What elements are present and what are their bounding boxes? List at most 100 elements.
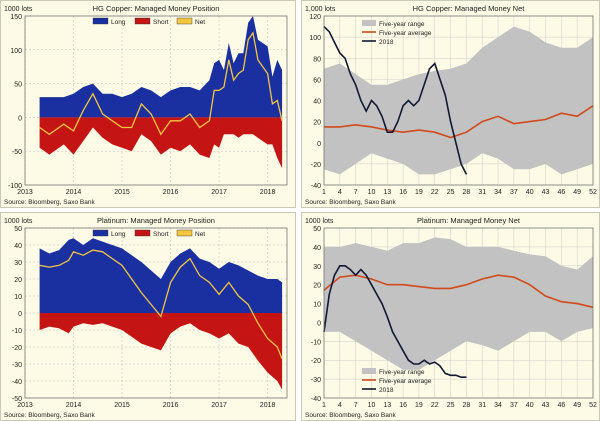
five-year-average-line [324, 105, 594, 139]
x-tick-label: 34 [494, 402, 502, 409]
y-tick-label: -30 [311, 377, 321, 384]
x-tick-label: 13 [383, 402, 391, 409]
legend-label: Long [111, 19, 126, 26]
net-line [39, 249, 283, 360]
y-tick-label: 10 [14, 294, 22, 301]
x-tick-label: 2017 [211, 189, 227, 196]
x-tick-label: 52 [589, 402, 597, 409]
legend-label: Five-year average [379, 30, 432, 37]
legend-label: Long [111, 231, 126, 238]
net-line [39, 31, 283, 136]
x-tick-label: 2013 [17, 402, 33, 409]
y-tick-label: -20 [12, 345, 22, 352]
y-tick-label: 40 [313, 245, 321, 252]
x-tick-label: 40 [526, 189, 534, 196]
legend-label: Five-year average [379, 378, 432, 385]
chart-title: Platinum: Managed Money Position [97, 216, 215, 225]
x-tick-label: 25 [447, 189, 455, 196]
y-tick-label: 100 [10, 48, 22, 55]
plot-frame [24, 15, 288, 186]
y-tick-label: 20 [313, 283, 321, 290]
x-tick-label: 4 [338, 189, 342, 196]
x-tick-label: 43 [542, 189, 550, 196]
y-tick-label: 150 [10, 14, 22, 21]
y-tick-label: 20 [14, 277, 22, 284]
x-tick-label: 2014 [66, 402, 82, 409]
legend-swatch [176, 17, 193, 25]
y-tick-label: 40 [313, 99, 321, 106]
y-tick-label: -50 [12, 149, 22, 156]
x-tick-label: 49 [573, 189, 581, 196]
legend-label: Five-year range [379, 21, 425, 28]
y-tick-label: 30 [313, 264, 321, 271]
legend-swatch [92, 229, 109, 237]
copper-position-chart: -100 -50 0 50 100 150 2013 2014 2015 2016 2017 2018… [4, 4, 288, 206]
x-tick-label: 4 [338, 402, 342, 409]
x-tick-label: 16 [399, 402, 407, 409]
source-note: Source: Bloomberg, Saxo Bank [4, 412, 95, 419]
x-tick-label: 31 [478, 189, 486, 196]
legend-swatch-range [362, 20, 376, 26]
x-tick-label: 2018 [260, 189, 276, 196]
legend-label: 2018 [379, 39, 394, 46]
x-tick-label: 10 [368, 189, 376, 196]
copper-position-panel: -100 -50 0 50 100 150 2013 2014 2015 2016 2017 2018… [0, 0, 296, 208]
plot-frame [323, 15, 594, 186]
long-area [39, 238, 283, 313]
y-tick-label: 50 [14, 226, 22, 233]
platinum-position-panel: -50 -40 -30 -20 -10 0 10 20 30 40 50 2013 2014 2015 20… [0, 212, 296, 421]
x-tick-label: 2018 [260, 402, 276, 409]
x-tick-label: 2017 [211, 402, 227, 409]
unit-label: 1000 lots [4, 6, 33, 13]
y-tick-label: 50 [313, 226, 321, 233]
chart-title: Platinum: Managed Money Net [417, 216, 521, 225]
source-note: Source: Bloomberg, Saxo Bank [4, 199, 95, 206]
x-tick-label: 19 [415, 402, 423, 409]
x-tick-label: 37 [510, 402, 518, 409]
platinum-position-chart: -50 -40 -30 -20 -10 0 10 20 30 40 50 2013 2014 2015 20… [4, 216, 288, 419]
x-tick-label: 19 [415, 189, 423, 196]
y-tick-label: 20 [313, 120, 321, 127]
legend-swatch-range [362, 368, 376, 374]
y-tick-label: 40 [14, 243, 22, 250]
y-tick-label: 120 [309, 14, 321, 21]
x-tick-label: 43 [542, 402, 550, 409]
unit-label: 1000 lots [4, 218, 33, 225]
x-tick-label: 2015 [114, 402, 130, 409]
legend-swatch [92, 17, 109, 25]
legend-swatch [134, 229, 151, 237]
legend-swatch [134, 17, 151, 25]
x-tick-label: 31 [478, 402, 486, 409]
x-tick-label: 1 [322, 189, 326, 196]
y-tick-label: -40 [311, 183, 321, 190]
five-year-range-band [324, 237, 593, 370]
plot-frame [323, 227, 594, 399]
x-tick-label: 22 [431, 402, 439, 409]
x-tick-label: 2013 [17, 189, 33, 196]
legend-swatch [176, 229, 193, 237]
short-area [39, 313, 283, 390]
x-tick-label: 25 [447, 402, 455, 409]
unit-label: 1000 lots [305, 218, 334, 225]
x-tick-label: 46 [557, 402, 565, 409]
x-tick-label: 28 [463, 402, 471, 409]
y-tick-label: -10 [311, 339, 321, 346]
y-tick-label: 60 [313, 77, 321, 84]
y-tick-label: 30 [14, 260, 22, 267]
x-tick-label: 40 [526, 402, 534, 409]
y-tick-label: -10 [12, 328, 22, 335]
chart-title: HG Copper: Managed Money Net [413, 4, 526, 13]
x-tick-label: 7 [354, 189, 358, 196]
chart-title: HG Copper: Managed Money Position [93, 4, 220, 13]
source-note: Source: Bloomberg, Saxo Bank [305, 412, 396, 419]
five-year-range-band [324, 26, 593, 175]
y-tick-label: 0 [317, 320, 321, 327]
legend-label: Five-year range [379, 369, 425, 376]
x-tick-label: 37 [510, 189, 518, 196]
y-tick-label: 100 [309, 35, 321, 42]
legend-label: Short [153, 231, 169, 238]
legend-label: 2018 [379, 387, 394, 394]
y-tick-label: 0 [18, 115, 22, 122]
copper-net-panel: -40 -20 0 20 40 60 80 100 120 1 4 7 10 13 16 19 22 25 28 31… [301, 0, 600, 208]
legend-label: Net [195, 19, 205, 26]
